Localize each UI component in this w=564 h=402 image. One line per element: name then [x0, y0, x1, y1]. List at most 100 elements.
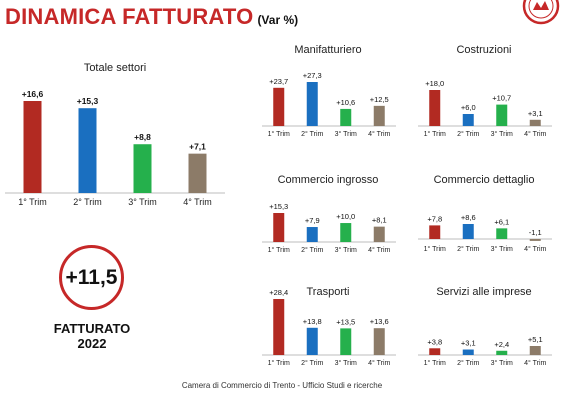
x-tick-label: 2° Trim [301, 130, 323, 138]
bar-value-label: +13,8 [303, 317, 322, 326]
x-tick-label: 3° Trim [491, 359, 513, 367]
bar [188, 153, 207, 193]
chart-plot: +16,6 1° Trim +15,3 2° Trim +8,8 3° Trim +7,1 4… [5, 89, 225, 207]
bar [496, 228, 508, 239]
x-tick-label: 2° Trim [457, 359, 479, 367]
x-tick-label: 3° Trim [128, 197, 157, 207]
bar [462, 114, 474, 126]
x-tick-label: 4° Trim [368, 359, 390, 367]
chart-manifatturiero: Manifatturiero +23,7 1° Trim +27,3 2° Trim +… [258, 40, 398, 150]
badge-label: FATTURATO 2022 [42, 321, 142, 351]
bar [306, 227, 318, 242]
chart-title: Servizi alle imprese [436, 286, 532, 298]
x-tick-label: 2° Trim [457, 245, 479, 253]
bar-value-label: +27,3 [303, 71, 322, 80]
bar [529, 119, 541, 126]
bar [273, 299, 285, 355]
bar-value-label: +7,1 [189, 142, 206, 152]
badge-label-line2: 2022 [77, 336, 107, 351]
chart-title: Costruzioni [456, 44, 512, 56]
chart-commercio-ingrosso: Commercio ingrosso +15,3 1° Trim +7,9 2° Tr… [258, 168, 398, 260]
chart-trasporti: Trasporti +28,4 1° Trim +13,8 2° Trim +13,5 3… [258, 280, 398, 372]
bar [429, 225, 441, 239]
badge-label-line1: FATTURATO [53, 321, 131, 336]
chart-plot: +3,8 1° Trim +3,1 2° Trim +2,4 3° Trim +5,1 4° … [418, 335, 552, 367]
bar-value-label: +3,8 [427, 337, 442, 346]
chart-plot: +18,0 1° Trim +6,0 2° Trim +10,7 3° Trim +3,1 4… [418, 79, 552, 138]
bar-value-label: +6,0 [461, 103, 476, 112]
bar-value-label: +8,1 [372, 216, 387, 225]
chart-title: Trasporti [306, 286, 350, 298]
bar [496, 350, 508, 355]
x-tick-label: 3° Trim [335, 359, 357, 367]
chart-title: Commercio dettaglio [433, 174, 535, 186]
bar-value-label: +7,9 [305, 216, 320, 225]
annual-revenue-badge: +11,5 [59, 245, 124, 310]
bar-value-label: +3,1 [528, 109, 543, 118]
x-tick-label: 3° Trim [491, 130, 513, 138]
chart-servizi-imprese: Servizi alle imprese +3,8 1° Trim +3,1 2° T… [414, 280, 554, 372]
bar [306, 327, 318, 355]
bar-value-label: +16,6 [22, 89, 44, 99]
bar [462, 224, 474, 239]
bar [273, 213, 285, 242]
footer-source: Camera di Commercio di Trento - Ufficio … [181, 381, 383, 390]
bar [462, 349, 474, 355]
x-tick-label: 4° Trim [368, 130, 390, 138]
chart-plot: +23,7 1° Trim +27,3 2° Trim +10,6 3° Trim +12,… [262, 71, 396, 138]
bar [78, 108, 97, 193]
bar-value-label: +8,8 [134, 132, 151, 142]
chart-costruzioni: Costruzioni +18,0 1° Trim +6,0 2° Trim +10,7… [414, 40, 554, 150]
bar-value-label: +10,6 [336, 98, 355, 107]
title-main: DINAMICA FATTURATO [5, 4, 254, 29]
x-tick-label: 2° Trim [301, 246, 323, 254]
x-tick-label: 4° Trim [524, 130, 546, 138]
x-tick-label: 1° Trim [424, 130, 446, 138]
bar [306, 82, 318, 126]
chart-plot: +7,8 1° Trim +8,6 2° Trim +6,1 3° Trim -1,1 4° … [418, 213, 552, 253]
bar [23, 101, 42, 193]
x-tick-label: 3° Trim [335, 130, 357, 138]
bar-value-label: +23,7 [269, 77, 288, 86]
chamber-seal-logo [522, 0, 560, 25]
bar [373, 328, 385, 355]
chart-commercio-dettaglio: Commercio dettaglio +7,8 1° Trim +8,6 2° Tr… [414, 168, 554, 260]
bar [429, 90, 441, 126]
title-subtitle: (Var %) [257, 13, 299, 27]
chart-plot: +15,3 1° Trim +7,9 2° Trim +10,0 3° Trim +8,1 4… [262, 202, 396, 254]
bar [429, 348, 441, 355]
bar [340, 328, 352, 355]
x-tick-label: 1° Trim [268, 359, 290, 367]
x-tick-label: 3° Trim [491, 245, 513, 253]
x-tick-label: 4° Trim [524, 245, 546, 253]
x-tick-label: 2° Trim [457, 130, 479, 138]
x-tick-label: 3° Trim [335, 246, 357, 254]
x-tick-label: 4° Trim [183, 197, 212, 207]
bar-value-label: +15,3 [269, 202, 288, 211]
bar-value-label: +3,1 [461, 339, 476, 348]
bar [373, 105, 385, 126]
bar-value-label: +10,0 [336, 212, 355, 221]
bar [529, 239, 541, 241]
bar [340, 108, 352, 126]
bar-value-label: +10,7 [492, 94, 511, 103]
bar-value-label: +13,5 [336, 317, 355, 326]
bar [529, 346, 541, 355]
bar-value-label: +8,6 [461, 213, 476, 222]
bar [373, 226, 385, 242]
bar-value-label: +18,0 [425, 79, 444, 88]
bar-value-label: +13,6 [370, 317, 389, 326]
bar-value-label: +6,1 [494, 217, 509, 226]
page-title: DINAMICA FATTURATO (Var %) [5, 4, 298, 30]
x-tick-label: 2° Trim [73, 197, 102, 207]
x-tick-label: 4° Trim [524, 359, 546, 367]
bar-value-label: +15,3 [77, 96, 99, 106]
bar-value-label: +12,5 [370, 95, 389, 104]
bar-value-label: +7,8 [427, 214, 442, 223]
x-tick-label: 2° Trim [301, 359, 323, 367]
x-tick-label: 1° Trim [268, 130, 290, 138]
bar [340, 223, 352, 242]
bar [133, 144, 152, 193]
chart-title: Totale settori [83, 62, 147, 74]
chart-title: Commercio ingrosso [277, 174, 379, 186]
